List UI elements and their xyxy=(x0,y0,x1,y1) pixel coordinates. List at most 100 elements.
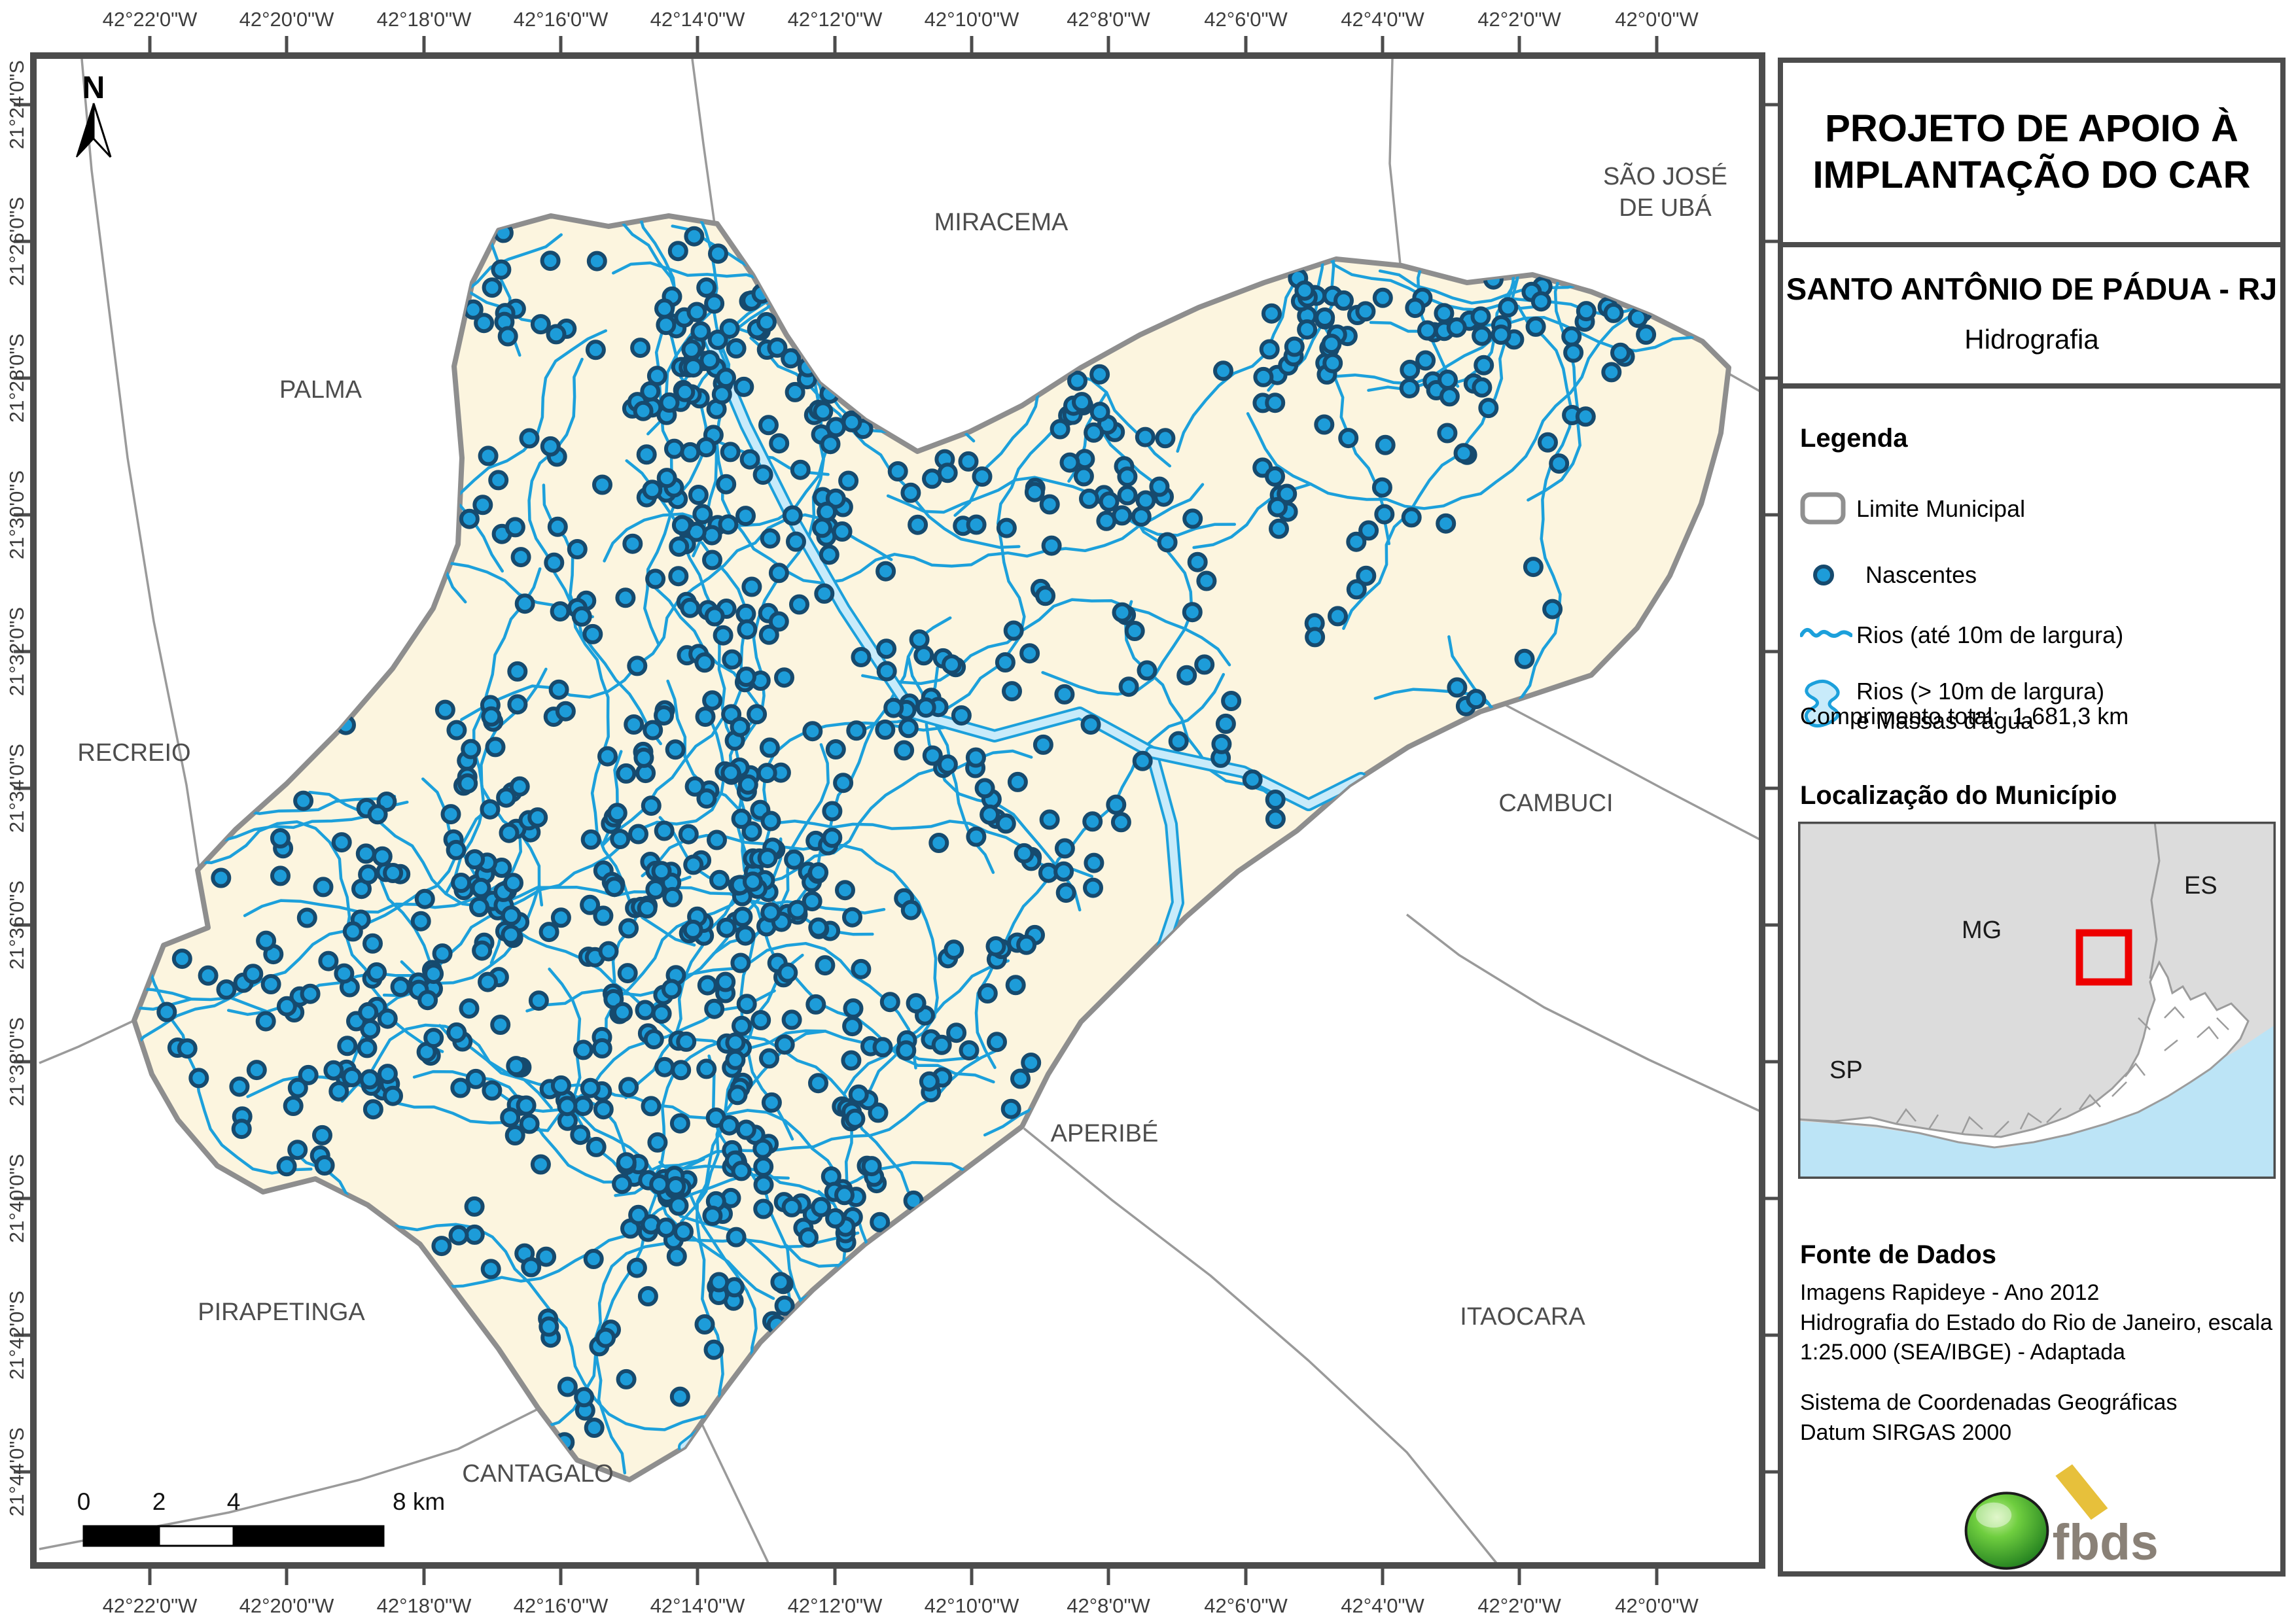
nascente-dot xyxy=(1007,771,1028,792)
area-label-recreio: RECREIO xyxy=(77,739,190,767)
nascente-dot xyxy=(490,1015,511,1035)
lon-label-top: 42°6'0"W xyxy=(1204,8,1288,31)
nascente-dot xyxy=(887,461,908,481)
nascente-dot xyxy=(432,943,453,964)
logo-bar-shape xyxy=(2055,1464,2108,1520)
nascente-dot xyxy=(654,705,674,726)
nascente-dot xyxy=(1110,812,1131,833)
municipal-limit-swatch-icon xyxy=(1800,492,1856,525)
nascente-dot xyxy=(1149,476,1170,497)
nascente-dot xyxy=(500,1107,521,1128)
nascente-dot xyxy=(211,867,232,888)
area-label-palma: PALMA xyxy=(279,376,362,404)
nascente-dot xyxy=(628,824,648,845)
nascente-dot xyxy=(547,516,568,537)
nascente-dot xyxy=(702,550,722,570)
fbds-logo: fbds xyxy=(1914,1455,2189,1573)
nascente-dot xyxy=(366,962,387,983)
river-line xyxy=(715,440,1205,585)
nascente-dot xyxy=(1438,370,1458,390)
nascente-dot xyxy=(647,1132,668,1153)
nascente-dot xyxy=(1000,1098,1021,1119)
inset-municipal-borders xyxy=(1895,1006,2229,1136)
nascente-dot xyxy=(825,488,846,509)
nascente-dot xyxy=(668,1195,689,1216)
nascente-dot xyxy=(1277,483,1298,504)
nascente-dot xyxy=(753,1198,774,1219)
nascente-dot xyxy=(1305,627,1326,648)
nascente-dot xyxy=(637,1286,658,1306)
nascente-dot xyxy=(465,849,486,870)
nascente-dot xyxy=(909,629,930,650)
nascente-dot xyxy=(725,1032,746,1053)
nascente-dot xyxy=(752,1138,773,1159)
nascente-dot xyxy=(1542,599,1563,620)
lat-label-left: 21°36'0"S xyxy=(5,881,28,969)
nascente-dot xyxy=(314,1155,335,1176)
nascente-dot xyxy=(730,952,751,973)
river-line xyxy=(834,216,1098,517)
nascente-dot xyxy=(390,977,411,997)
nascente-dot xyxy=(472,940,493,961)
nascente-dot xyxy=(777,962,798,983)
nascente-dot xyxy=(980,804,1000,825)
inset-border-line xyxy=(2216,1017,2229,1030)
nascente-dot xyxy=(802,891,822,912)
nascente-dot xyxy=(377,1064,398,1085)
nascente-dot xyxy=(1436,513,1457,534)
nascente-dot xyxy=(580,894,601,915)
nascente-dot xyxy=(908,514,928,535)
nascente-dot xyxy=(451,873,472,893)
nascente-dot xyxy=(931,1034,952,1055)
nascente-dot xyxy=(580,829,601,850)
nascente-dot xyxy=(1375,434,1396,455)
nascente-dot xyxy=(640,381,661,402)
nascente-dot xyxy=(1215,713,1236,734)
river-line xyxy=(134,247,504,573)
nascente-dot xyxy=(260,974,281,994)
nascente-dot xyxy=(491,259,512,280)
nascente-dot xyxy=(488,470,509,491)
nascente-dot xyxy=(1194,654,1215,675)
nascente-dot xyxy=(876,661,897,682)
nascente-dot xyxy=(900,899,921,920)
lon-label-bottom: 42°20'0"W xyxy=(239,1594,335,1617)
nascente-dot xyxy=(1322,353,1343,374)
inset-border-line xyxy=(2019,1112,2042,1130)
location-inset-map: MG ES SP xyxy=(1795,819,2278,1181)
river-line xyxy=(666,679,1094,878)
river-line xyxy=(1041,514,1193,696)
river-line xyxy=(878,216,995,222)
nascente-dot xyxy=(838,470,859,491)
nascente-dot xyxy=(915,697,936,718)
nascente-dot xyxy=(822,801,843,822)
nascente-dot xyxy=(1131,506,1152,527)
nascente-dot xyxy=(711,384,732,405)
nascente-dot xyxy=(820,434,841,455)
nascente-dot xyxy=(359,1069,380,1090)
nascente-dot xyxy=(431,1236,452,1257)
nascente-dot xyxy=(342,921,363,942)
nascente-dot xyxy=(1079,488,1099,509)
nascente-dot xyxy=(1636,324,1657,345)
nascente-dot xyxy=(1437,423,1458,444)
nascente-dot xyxy=(550,601,571,622)
scale-bar-label: 4 xyxy=(227,1488,241,1515)
nascente-dot xyxy=(752,464,773,485)
nascente-dot xyxy=(1603,302,1624,323)
nascente-dot xyxy=(540,436,561,457)
river-line xyxy=(232,449,342,608)
nascente-dot xyxy=(1259,339,1280,360)
nascente-dot xyxy=(832,521,853,542)
legend-heading: Legenda xyxy=(1800,424,1908,453)
project-title-line1: PROJETO DE APOIO À xyxy=(1825,107,2238,150)
nascente-dot xyxy=(716,474,737,495)
river-line xyxy=(868,1266,959,1338)
nascente-dot xyxy=(1453,443,1474,464)
nascente-dot xyxy=(835,880,855,901)
nascente-dot xyxy=(530,314,551,335)
nascente-dot xyxy=(811,1196,832,1217)
nascente-dot xyxy=(654,1056,675,1077)
nascente-dot xyxy=(759,737,780,758)
nascente-dot xyxy=(1401,507,1422,528)
